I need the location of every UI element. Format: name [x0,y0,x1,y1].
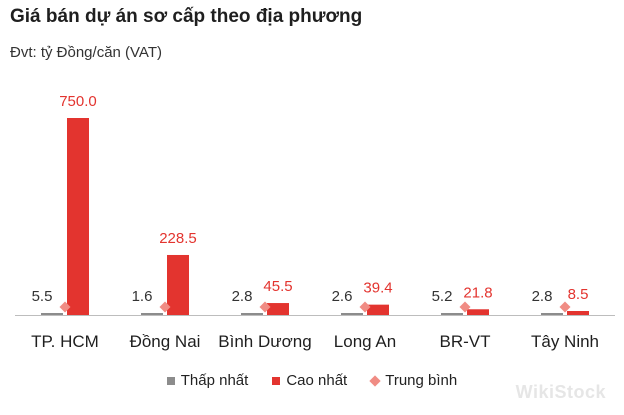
bar-chart: 5.5 750.0 TP. HCM 1.6 228.5 Đồng Nai 2.8 45.5 Bì… [15,93,615,351]
data-label-high-0: 750.0 [59,93,97,110]
data-label-low-5: 2.8 [532,288,553,305]
data-label-low-4: 5.2 [432,288,453,305]
bar-low-4 [441,313,463,315]
legend-item-high: Cao nhất [272,372,347,389]
legend-swatch-low [166,376,175,385]
bar-high-5 [567,311,589,315]
bar-high-4 [467,309,489,315]
legend-label-high: Cao nhất [286,372,348,389]
bar-low-2 [241,313,263,315]
category-label-3: Long An [334,332,396,351]
watermark-logo: WikiStock [515,382,606,402]
avg-marker-3 [359,301,371,313]
chart-subtitle: Đvt: tỷ Đồng/căn (VAT) [10,44,162,61]
chart-title: Giá bán dự án sơ cấp theo địa phương [10,6,363,27]
bar-low-0 [41,313,63,315]
avg-marker-0 [59,301,71,313]
category-label-2: Bình Dương [218,332,311,351]
avg-marker-2 [259,301,271,313]
legend-label-avg: Trung bình [385,372,458,389]
bar-high-3 [367,304,389,315]
bar-low-3 [341,313,363,315]
data-label-high-1: 228.5 [159,230,197,247]
avg-marker-4 [459,301,471,313]
category-label-1: Đồng Nai [130,332,201,351]
data-label-low-3: 2.6 [332,288,353,305]
data-label-high-4: 21.8 [463,284,492,301]
bar-high-1 [167,254,189,315]
data-label-high-3: 39.4 [363,280,392,297]
category-label-0: TP. HCM [31,332,99,351]
legend: Thấp nhất Cao nhất Trung bình [0,372,624,389]
data-label-low-1: 1.6 [132,288,153,305]
data-label-high-2: 45.5 [263,278,292,295]
legend-item-low: Thấp nhất [166,372,249,389]
category-label-4: BR-VT [440,332,491,351]
avg-marker-1 [159,301,171,313]
legend-label-low: Thấp nhất [180,372,249,389]
legend-swatch-avg [369,374,381,387]
legend-swatch-high [272,376,281,385]
bar-low-1 [141,313,163,315]
bar-high-2 [267,303,289,315]
avg-marker-5 [559,301,571,313]
data-label-high-5: 8.5 [568,286,589,303]
bar-high-0 [67,118,89,315]
data-label-low-2: 2.8 [232,288,253,305]
category-label-5: Tây Ninh [531,332,599,351]
data-label-low-0: 5.5 [32,288,53,305]
bar-low-5 [541,313,563,315]
legend-item-avg: Trung bình [369,372,458,389]
